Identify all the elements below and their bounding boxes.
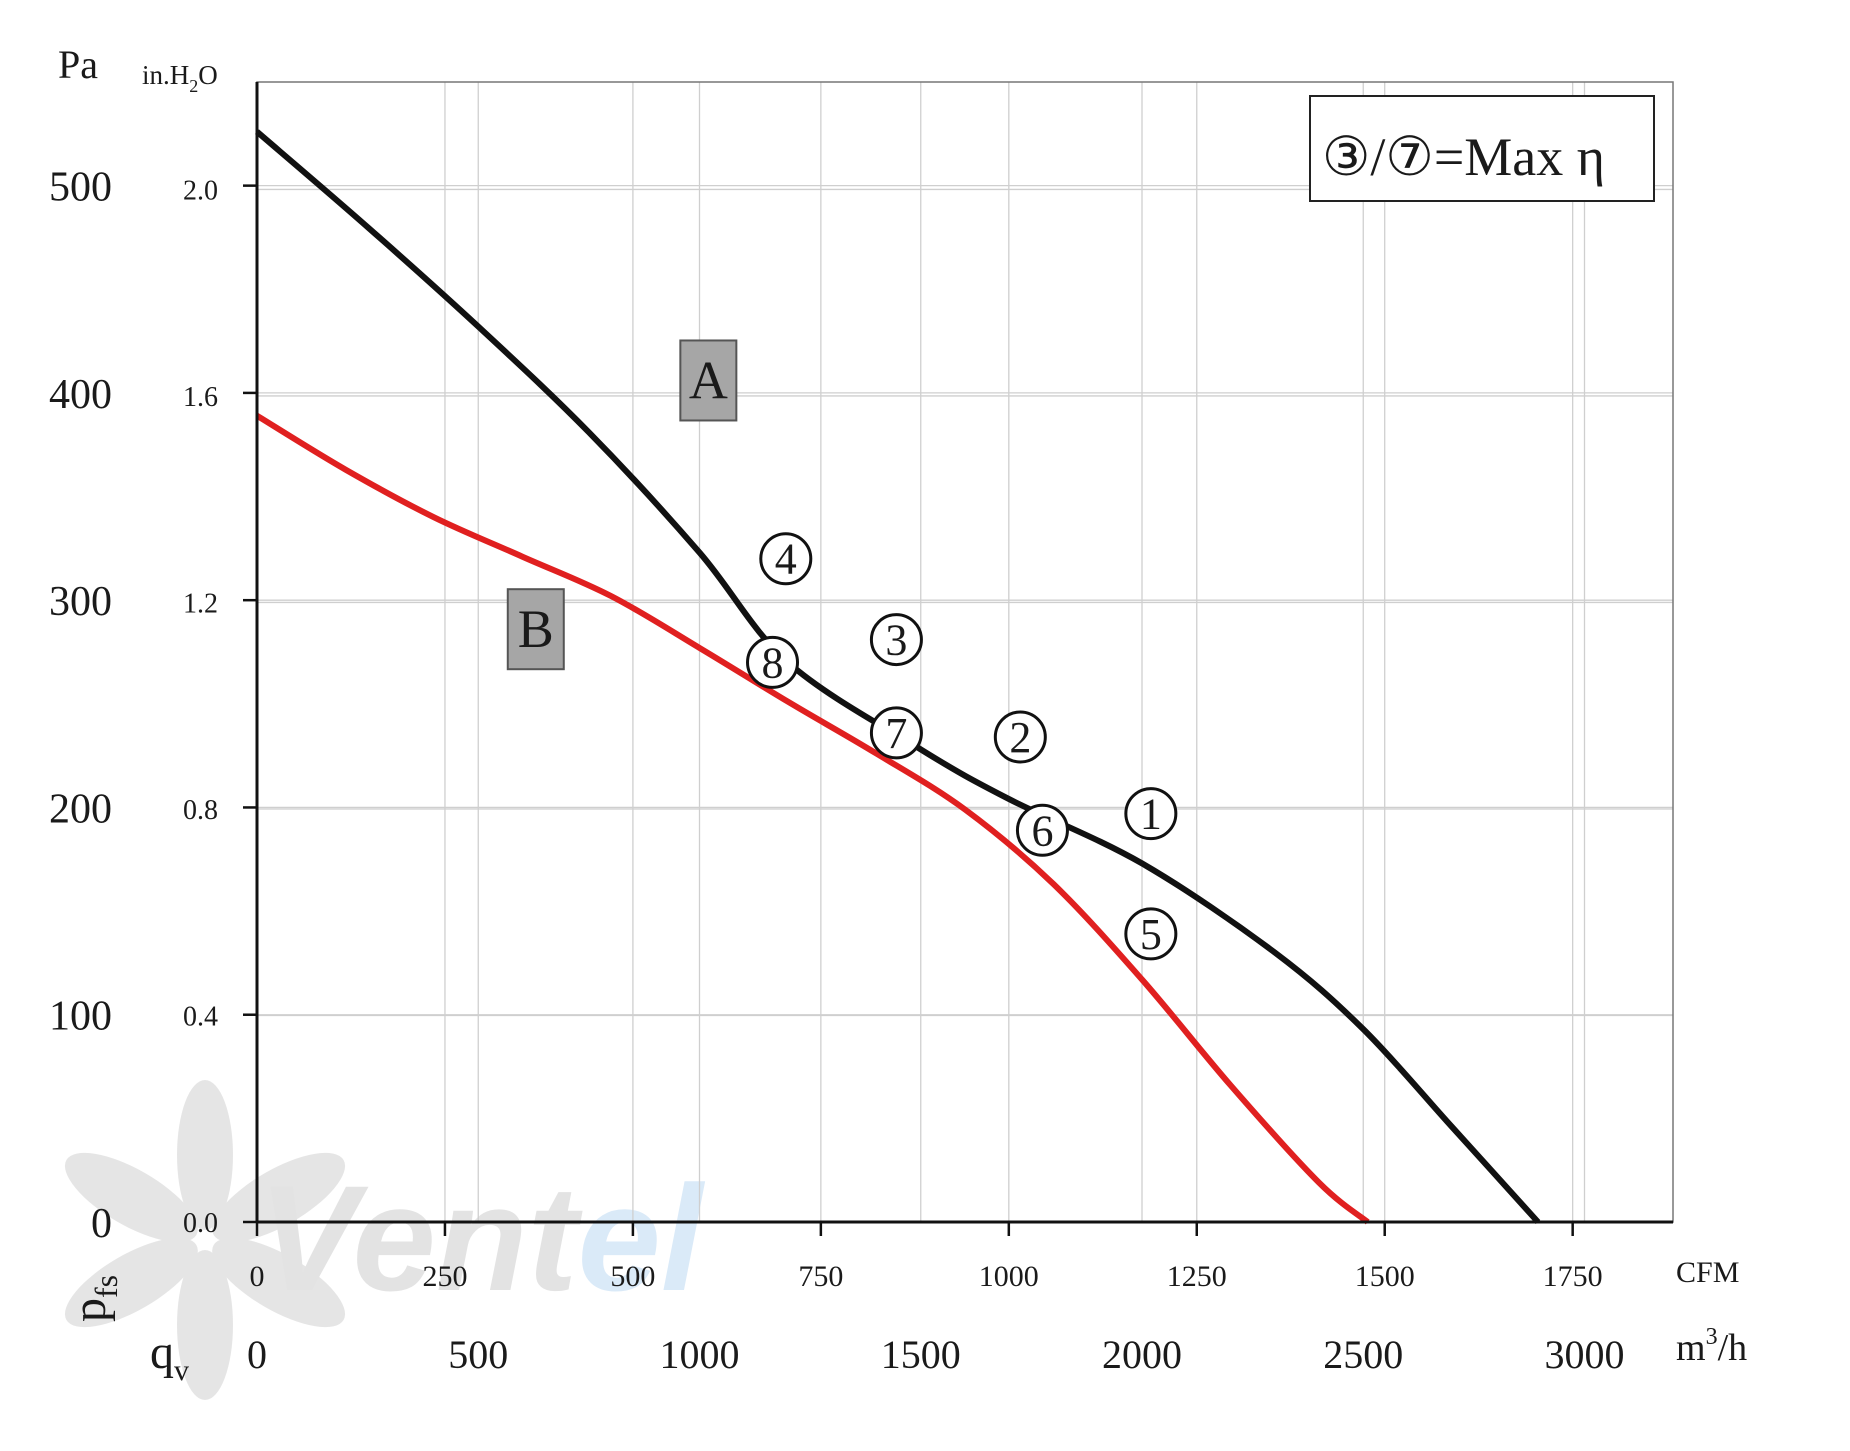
operating-point-label: 6 xyxy=(1031,806,1053,855)
x-cfm-tick-label: 1500 xyxy=(1355,1260,1415,1293)
series-label-text: B xyxy=(518,599,554,659)
axis-ticks xyxy=(243,184,1574,1236)
operating-point-2: 2 xyxy=(993,710,1047,764)
operating-point-circle xyxy=(1124,907,1178,961)
series-label-text: A xyxy=(689,350,728,410)
y-inh2o-tick-label: 1.2 xyxy=(183,588,218,619)
x-m3h-tick-label: 2500 xyxy=(1323,1332,1403,1377)
series-label-box xyxy=(679,339,738,422)
x-cfm-tick-label: 500 xyxy=(610,1260,655,1293)
operating-point-circle xyxy=(1124,787,1178,841)
y-pa-tick-label: 100 xyxy=(49,994,112,1040)
x-cfm-tick-label: 0 xyxy=(250,1260,265,1293)
y-axis-title: pfs xyxy=(63,1275,124,1322)
y-inh2o-tick-label: 1.6 xyxy=(183,382,218,413)
operating-point-3: 3 xyxy=(869,613,923,667)
operating-point-5: 5 xyxy=(1124,907,1178,961)
x-axis-title: qv xyxy=(150,1326,189,1387)
operating-point-label: 2 xyxy=(1009,713,1031,762)
y-inh2o-tick-label: 0.4 xyxy=(183,1001,218,1032)
x-m3h-tick-label: 1000 xyxy=(660,1332,740,1377)
operating-point-label: 1 xyxy=(1140,790,1162,839)
x-m3h-tick-label: 2000 xyxy=(1102,1332,1182,1377)
x-m3h-tick-label: 500 xyxy=(448,1332,508,1377)
operating-point-label: 3 xyxy=(885,616,907,665)
curve-b xyxy=(255,413,1370,1225)
y-inh2o-tick-label: 2.0 xyxy=(183,175,218,206)
operating-point-label: 7 xyxy=(885,709,907,758)
operating-point-8: 8 xyxy=(746,635,800,689)
operating-point-circle xyxy=(869,706,923,760)
fan-logo-icon xyxy=(64,1080,346,1400)
operating-point-6: 6 xyxy=(1015,803,1069,857)
operating-point-4: 4 xyxy=(759,532,813,586)
x-cfm-tick-label: 1000 xyxy=(979,1260,1039,1293)
series-label-box xyxy=(506,588,565,671)
x-m3h-tick-label: 0 xyxy=(247,1332,267,1377)
y-pa-tick-label: 500 xyxy=(49,165,112,211)
series-labels: AB xyxy=(506,339,738,671)
operating-point-circle xyxy=(869,613,923,667)
operating-point-circle xyxy=(993,710,1047,764)
grid xyxy=(257,82,1673,1222)
series-label-a: A xyxy=(679,339,738,422)
x-cfm-tick-label: 250 xyxy=(422,1260,467,1293)
legend-text: ③/⑦=Max η xyxy=(1322,127,1605,187)
operating-point-label: 5 xyxy=(1140,910,1162,959)
watermark: Ventel xyxy=(64,1080,706,1400)
x-m3h-unit: m3/h xyxy=(1676,1324,1747,1369)
legend: ③/⑦=Max η xyxy=(1309,95,1655,202)
y-inner-unit: in.H2O xyxy=(142,60,218,96)
operating-point-7: 7 xyxy=(869,706,923,760)
curve-a xyxy=(255,129,1541,1225)
svg-text:Ventel: Ventel xyxy=(258,1154,706,1322)
watermark-text-dark: Vent xyxy=(258,1154,584,1322)
operating-points: 1 2 3 4 5 6 7 8 xyxy=(746,532,1178,961)
y-left-unit: Pa xyxy=(58,42,98,87)
y-inh2o-tick-label: 0.8 xyxy=(183,795,218,826)
operating-point-1: 1 xyxy=(1124,787,1178,841)
y-pa-tick-label: 0 xyxy=(91,1201,112,1247)
operating-point-circle xyxy=(746,635,800,689)
series-label-b: B xyxy=(506,588,565,671)
operating-point-circle xyxy=(759,532,813,586)
operating-point-circle xyxy=(1015,803,1069,857)
x-cfm-unit: CFM xyxy=(1676,1256,1739,1289)
operating-point-label: 4 xyxy=(775,535,797,584)
plot-frame xyxy=(256,81,1674,1223)
y-pa-tick-label: 400 xyxy=(49,372,112,418)
x-cfm-tick-label: 1250 xyxy=(1167,1260,1227,1293)
x-cfm-tick-label: 1750 xyxy=(1543,1260,1603,1293)
operating-point-label: 8 xyxy=(762,638,784,687)
y-pa-tick-label: 300 xyxy=(49,579,112,625)
watermark-text-blue: el xyxy=(577,1154,705,1322)
x-cfm-tick-label: 750 xyxy=(798,1260,843,1293)
x-m3h-tick-label: 3000 xyxy=(1545,1332,1625,1377)
legend-box xyxy=(1309,95,1655,202)
y-inh2o-tick-label: 0.0 xyxy=(183,1208,218,1239)
x-m3h-tick-label: 1500 xyxy=(881,1332,961,1377)
y-pa-tick-label: 200 xyxy=(49,786,112,832)
curves xyxy=(255,129,1541,1225)
